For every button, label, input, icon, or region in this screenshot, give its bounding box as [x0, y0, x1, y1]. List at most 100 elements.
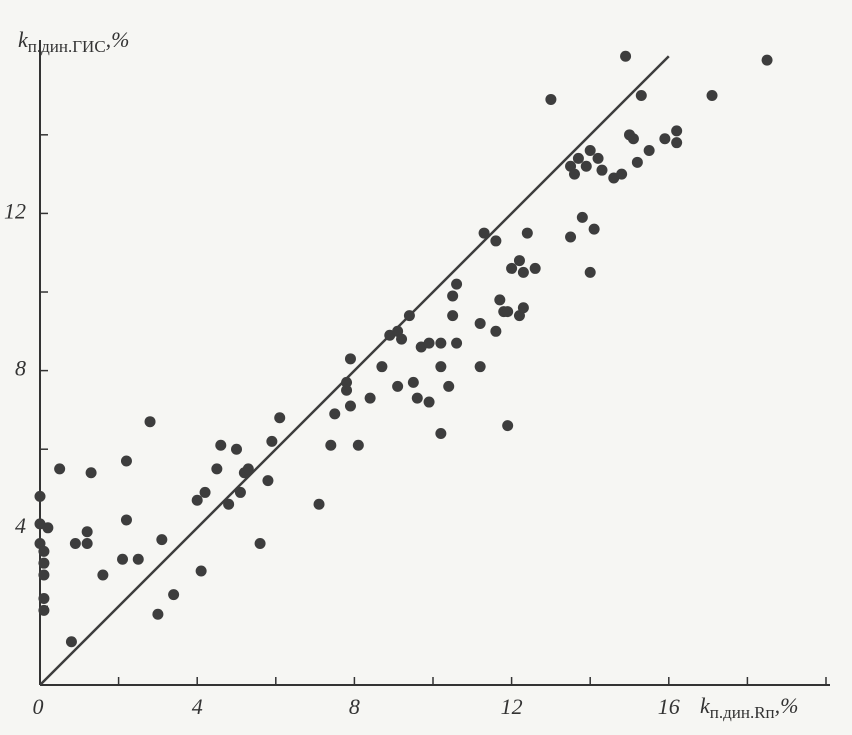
- data-point: [254, 538, 266, 550]
- data-point: [231, 443, 242, 455]
- data-point: [545, 93, 557, 105]
- data-point: [266, 435, 278, 447]
- data-point: [474, 317, 486, 329]
- data-point: [38, 557, 50, 569]
- data-point: [168, 589, 180, 601]
- data-point: [478, 227, 490, 239]
- data-point: [215, 439, 227, 451]
- data-point: [616, 168, 628, 180]
- x-tick-label: 16: [658, 694, 680, 719]
- data-point: [132, 553, 144, 565]
- data-point: [568, 168, 580, 180]
- data-point: [364, 392, 376, 404]
- data-point: [584, 145, 596, 157]
- y-tick-label: 8: [15, 356, 26, 381]
- data-point: [407, 376, 419, 388]
- data-point: [671, 125, 683, 137]
- data-point: [572, 152, 584, 164]
- data-point: [627, 133, 639, 145]
- data-point: [631, 156, 643, 168]
- data-point: [144, 416, 156, 428]
- data-point: [262, 475, 274, 487]
- x-tick-label: 12: [501, 694, 523, 719]
- reference-line: [39, 55, 670, 686]
- data-point: [38, 604, 50, 616]
- data-point: [529, 262, 541, 274]
- data-point: [352, 439, 364, 451]
- data-point: [565, 231, 577, 243]
- data-point: [643, 145, 655, 157]
- data-point: [117, 553, 129, 565]
- data-point: [396, 333, 408, 345]
- data-point: [411, 392, 423, 404]
- data-point: [659, 133, 671, 145]
- data-point: [191, 494, 203, 506]
- data-point: [120, 514, 132, 526]
- data-point: [313, 498, 325, 510]
- data-point: [34, 490, 46, 502]
- data-point: [344, 400, 356, 412]
- data-point: [521, 227, 533, 239]
- data-point: [517, 302, 529, 314]
- data-point: [447, 310, 459, 322]
- data-point: [376, 361, 388, 373]
- data-point: [392, 380, 404, 392]
- data-point: [635, 90, 647, 102]
- data-point: [451, 278, 463, 290]
- data-point: [120, 455, 132, 467]
- data-point: [423, 337, 435, 349]
- data-point: [242, 463, 254, 475]
- data-point: [42, 522, 54, 534]
- data-point: [344, 353, 356, 365]
- data-point: [494, 294, 506, 306]
- data-point: [156, 534, 168, 546]
- x-tick-label: 0: [33, 694, 44, 719]
- data-point: [580, 160, 592, 172]
- data-point: [474, 361, 486, 373]
- data-point: [211, 463, 223, 475]
- data-point: [152, 608, 164, 620]
- data-point: [435, 361, 447, 373]
- data-point: [234, 486, 246, 498]
- data-point: [435, 337, 447, 349]
- data-point: [38, 545, 50, 557]
- data-point: [274, 412, 286, 424]
- x-tick-label: 4: [192, 694, 203, 719]
- data-point: [38, 569, 50, 581]
- data-point: [435, 427, 447, 439]
- data-point: [195, 565, 207, 577]
- data-point: [69, 538, 81, 550]
- data-point: [81, 526, 93, 538]
- data-point: [502, 420, 514, 432]
- data-point: [447, 290, 459, 302]
- data-point: [97, 569, 109, 581]
- data-point: [38, 593, 50, 605]
- data-point: [329, 408, 341, 420]
- data-point: [85, 467, 97, 479]
- data-point: [325, 439, 337, 451]
- data-point: [341, 384, 353, 396]
- data-point: [423, 396, 435, 408]
- data-point: [223, 498, 235, 510]
- data-point: [502, 306, 514, 318]
- x-tick-label: 8: [349, 694, 360, 719]
- data-point: [517, 266, 529, 278]
- data-point: [513, 255, 525, 267]
- x-axis-label: kп.дин.Rп,%: [700, 693, 798, 722]
- y-axis-label: kп.дин.ГИС,%: [18, 27, 129, 56]
- data-point: [403, 310, 415, 322]
- data-point: [54, 463, 66, 475]
- y-tick-label: 4: [15, 513, 26, 538]
- data-point: [620, 50, 632, 62]
- data-point: [584, 266, 596, 278]
- data-point: [65, 636, 77, 648]
- data-point: [706, 90, 718, 102]
- data-point: [490, 325, 502, 337]
- data-point: [490, 235, 502, 247]
- y-tick-label: 12: [4, 198, 26, 223]
- data-point: [341, 376, 353, 388]
- data-point: [596, 164, 608, 176]
- data-point: [592, 152, 604, 164]
- data-point: [443, 380, 455, 392]
